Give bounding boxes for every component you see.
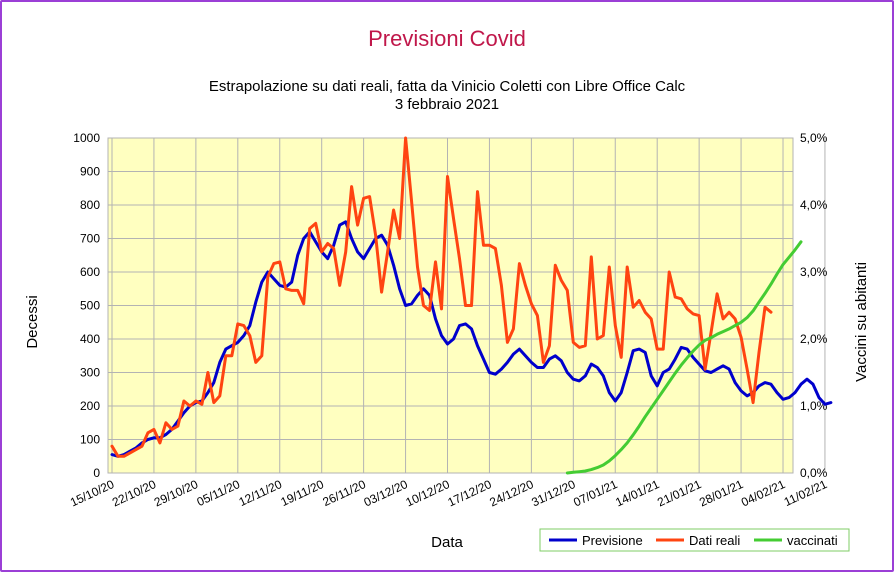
x-tick-label: 21/01/21 xyxy=(655,477,704,510)
y-tick-label: 400 xyxy=(80,332,100,346)
y-tick-label: 600 xyxy=(80,265,100,279)
legend: Previsione Dati reali vaccinati xyxy=(539,528,850,552)
chart-title: Previsioni Covid xyxy=(368,26,526,51)
y-tick-label: 700 xyxy=(80,232,100,246)
x-tick-label: 31/12/20 xyxy=(529,477,578,510)
gridlines xyxy=(108,137,826,474)
x-tick-label: 07/01/21 xyxy=(571,477,620,510)
x-tick-label: 12/11/20 xyxy=(237,477,285,509)
x-tick-label: 11/02/21 xyxy=(782,477,830,509)
legend-label: Dati reali xyxy=(689,533,740,548)
y-axis-label: Decessi xyxy=(24,295,41,348)
chart-subtitle: Estrapolazione su dati reali, fatta da V… xyxy=(209,78,686,95)
y2-tick-label: 2,0% xyxy=(800,332,828,346)
y2-tick-label: 4,0% xyxy=(800,198,828,212)
y2-tick-label: 1,0% xyxy=(800,399,828,413)
y-tick-label: 300 xyxy=(80,366,100,380)
x-tick-label: 19/11/20 xyxy=(279,477,327,509)
x-tick-label: 15/10/20 xyxy=(68,477,117,510)
x-tick-label: 28/01/21 xyxy=(697,477,746,510)
x-tick-label: 26/11/20 xyxy=(320,477,368,509)
legend-label: Previsione xyxy=(582,533,643,548)
series-line-dati-reali xyxy=(110,136,773,458)
series-line-vaccinati xyxy=(565,240,803,475)
x-axis-label: Data xyxy=(431,534,463,551)
y2-axis-label: Vaccini su abitanti xyxy=(853,262,870,382)
y-tick-label: 0 xyxy=(93,466,100,480)
y-tick-label: 100 xyxy=(80,433,100,447)
y-axis-ticks: 0 100 200 300 400 500 600 700 800 900 1000 xyxy=(73,131,100,480)
y-tick-label: 1000 xyxy=(73,131,100,145)
y2-tick-label: 0,0% xyxy=(800,466,828,480)
x-tick-label: 22/10/20 xyxy=(110,477,159,510)
y-tick-label: 900 xyxy=(80,165,100,179)
x-tick-label: 10/12/20 xyxy=(404,477,453,510)
y-tick-label: 800 xyxy=(80,198,100,212)
x-tick-label: 05/11/20 xyxy=(195,477,243,509)
x-axis-ticks: 15/10/2022/10/2029/10/2005/11/2012/11/20… xyxy=(68,477,829,510)
y-tick-label: 200 xyxy=(80,399,100,413)
legend-box xyxy=(539,528,850,552)
x-tick-label: 29/10/20 xyxy=(152,477,201,510)
x-tick-label: 04/02/21 xyxy=(739,477,788,510)
series-line-previsione xyxy=(110,220,833,458)
legend-label: vaccinati xyxy=(787,533,838,548)
y2-tick-label: 5,0% xyxy=(800,131,828,145)
y2-tick-label: 3,0% xyxy=(800,265,828,279)
y2-axis-ticks: 0,0% 1,0% 2,0% 3,0% 4,0% 5,0% xyxy=(800,131,828,480)
series-lines xyxy=(110,136,833,475)
x-tick-label: 14/01/21 xyxy=(613,477,662,510)
x-tick-label: 24/12/20 xyxy=(487,477,536,510)
chart-date: 3 febbraio 2021 xyxy=(395,96,499,113)
y-tick-label: 500 xyxy=(80,299,100,313)
x-tick-label: 03/12/20 xyxy=(362,477,411,510)
x-tick-label: 17/12/20 xyxy=(445,477,494,510)
